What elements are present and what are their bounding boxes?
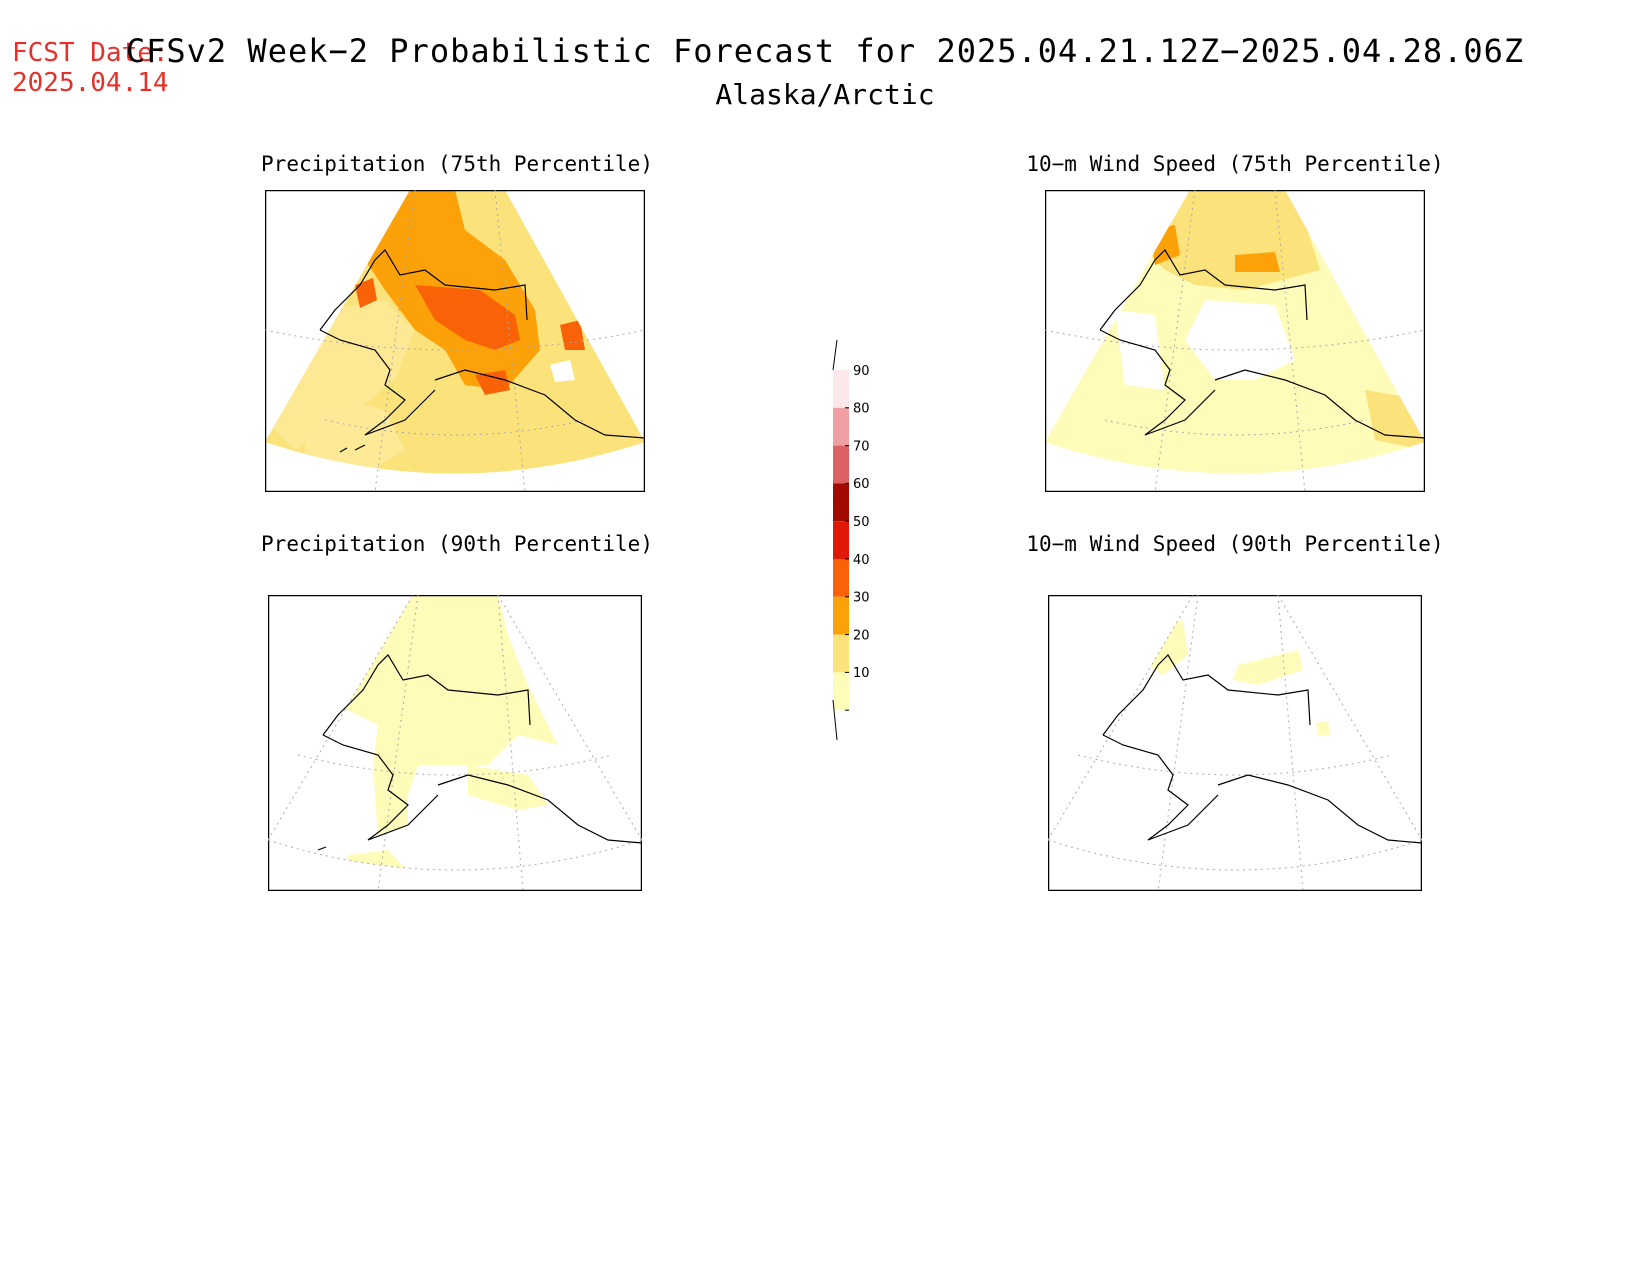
map-wind-75 bbox=[1045, 190, 1425, 492]
panel-title-precip-90: Precipitation (90th Percentile) bbox=[261, 532, 653, 556]
colorbar-tick-label: 50 bbox=[853, 515, 870, 530]
colorbar-bottom-cap bbox=[832, 699, 838, 741]
colorbar-tick-label: 80 bbox=[853, 402, 870, 417]
wind-90-graticule bbox=[1048, 595, 1422, 891]
colorbar-swatch bbox=[833, 445, 849, 484]
colorbar: 90 80 70 60 50 40 30 20 10 bbox=[832, 339, 870, 741]
wind-90-field-lightest-3 bbox=[1316, 721, 1330, 735]
map-precip-75 bbox=[265, 190, 645, 492]
colorbar-swatch bbox=[833, 559, 849, 597]
region-subtitle: Alaska/Arctic bbox=[715, 78, 935, 111]
wind-75-field-medium-2 bbox=[1235, 252, 1280, 272]
colorbar-swatch bbox=[833, 521, 849, 559]
colorbar-swatch bbox=[833, 596, 849, 635]
forecast-date-block: FCST Date: 2025.04.14 bbox=[12, 38, 169, 98]
precip-90-field-lightest-3 bbox=[348, 850, 428, 870]
colorbar-tick-label: 40 bbox=[853, 553, 870, 568]
wind-75-coastline bbox=[1099, 249, 1425, 439]
wind-90-field-lightest-2 bbox=[1233, 650, 1303, 685]
precip-75-graticule bbox=[265, 190, 645, 492]
precip-90-graticule bbox=[268, 595, 642, 891]
colorbar-tick-label: 90 bbox=[853, 364, 870, 379]
precip-75-field-dark-3 bbox=[560, 320, 585, 350]
colorbar-tick-label: 70 bbox=[853, 439, 870, 454]
colorbar-tick-label: 20 bbox=[853, 628, 870, 643]
precip-75-coastline bbox=[319, 249, 645, 453]
wind-75-graticule bbox=[1045, 190, 1425, 492]
panel-title-precip-75: Precipitation (75th Percentile) bbox=[261, 152, 653, 176]
precip-75-field-dark bbox=[415, 285, 520, 350]
panel-title-wind-75: 10−m Wind Speed (75th Percentile) bbox=[1026, 152, 1444, 176]
map-precip-90 bbox=[268, 595, 642, 891]
colorbar-swatch bbox=[833, 370, 849, 408]
colorbar-tick-label: 30 bbox=[853, 591, 870, 606]
panel-title-wind-90: 10−m Wind Speed (90th Percentile) bbox=[1026, 532, 1444, 556]
colorbar-swatch bbox=[833, 483, 849, 522]
precip-90-field-lightest-2 bbox=[468, 765, 548, 810]
precip-75-field-dark-4 bbox=[355, 278, 377, 308]
precip-90-coastline bbox=[317, 654, 642, 851]
colorbar-swatch bbox=[833, 407, 849, 446]
precip-75-field-light bbox=[265, 300, 415, 450]
colorbar-top-cap bbox=[832, 339, 838, 371]
precip-75-field-white bbox=[550, 360, 575, 382]
precip-75-field-dark-2 bbox=[475, 370, 510, 395]
colorbar-swatch bbox=[833, 672, 849, 711]
colorbar-tick-label: 10 bbox=[853, 666, 870, 681]
forecast-date-label: FCST Date: bbox=[12, 38, 169, 68]
wind-75-field-white-2 bbox=[1115, 310, 1165, 390]
colorbar-swatch bbox=[833, 634, 849, 673]
map-wind-90 bbox=[1048, 595, 1422, 891]
colorbar-tick-label: 60 bbox=[853, 477, 870, 492]
wind-90-coastline bbox=[1102, 654, 1422, 844]
main-title: CFSv2 Week−2 Probabilistic Forecast for … bbox=[125, 32, 1525, 70]
forecast-date-value: 2025.04.14 bbox=[12, 68, 169, 98]
wind-75-field-white bbox=[1185, 300, 1295, 380]
